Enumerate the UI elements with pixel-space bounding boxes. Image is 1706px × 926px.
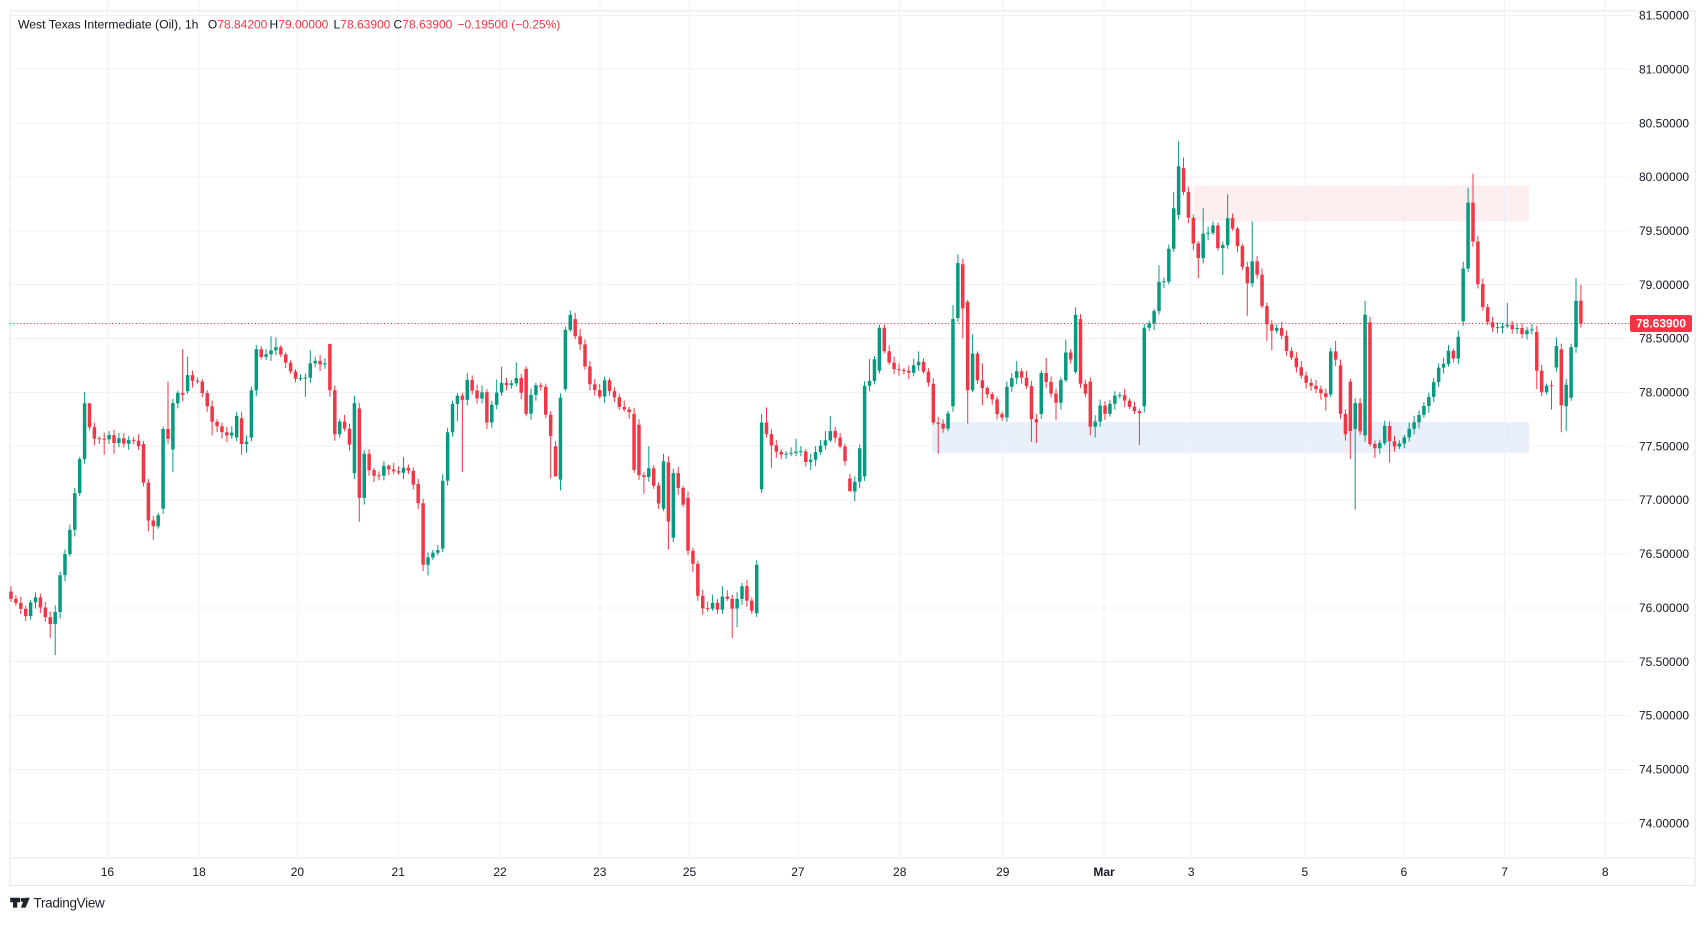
svg-text:74.50000: 74.50000 — [1639, 763, 1689, 777]
svg-text:77.50000: 77.50000 — [1639, 439, 1689, 453]
svg-text:78.63900: 78.63900 — [402, 17, 452, 31]
svg-text:79.00000: 79.00000 — [1639, 278, 1689, 292]
svg-text:27: 27 — [791, 865, 805, 879]
svg-text:21: 21 — [392, 865, 406, 879]
svg-text:20: 20 — [291, 865, 305, 879]
svg-text:74.00000: 74.00000 — [1639, 816, 1689, 830]
svg-text:H: H — [270, 17, 279, 31]
svg-text:−0.19500 (−0.25%): −0.19500 (−0.25%) — [458, 17, 561, 31]
svg-text:25: 25 — [683, 865, 697, 879]
svg-text:16: 16 — [101, 865, 115, 879]
svg-text:76.00000: 76.00000 — [1639, 601, 1689, 615]
svg-text:3: 3 — [1188, 865, 1195, 879]
svg-text:78.63900: 78.63900 — [1636, 317, 1686, 331]
svg-text:75.00000: 75.00000 — [1639, 709, 1689, 723]
svg-text:80.00000: 80.00000 — [1639, 170, 1689, 184]
svg-text:78.00000: 78.00000 — [1639, 386, 1689, 400]
svg-text:L: L — [334, 17, 341, 31]
svg-text:78.63900: 78.63900 — [340, 17, 390, 31]
svg-text:22: 22 — [493, 865, 507, 879]
svg-text:6: 6 — [1401, 865, 1408, 879]
svg-text:28: 28 — [893, 865, 907, 879]
svg-text:81.00000: 81.00000 — [1639, 63, 1689, 77]
svg-text:79.00000: 79.00000 — [278, 17, 328, 31]
svg-text:81.50000: 81.50000 — [1639, 9, 1689, 23]
svg-text:18: 18 — [192, 865, 206, 879]
svg-text:5: 5 — [1301, 865, 1308, 879]
svg-text:78.84200: 78.84200 — [217, 17, 267, 31]
svg-text:76.50000: 76.50000 — [1639, 547, 1689, 561]
svg-text:Mar: Mar — [1093, 865, 1115, 879]
svg-text:79.50000: 79.50000 — [1639, 224, 1689, 238]
svg-text:C: C — [394, 17, 403, 31]
svg-text:29: 29 — [996, 865, 1010, 879]
svg-text:8: 8 — [1602, 865, 1609, 879]
svg-text:78.50000: 78.50000 — [1639, 332, 1689, 346]
svg-text:7: 7 — [1501, 865, 1508, 879]
svg-text:80.50000: 80.50000 — [1639, 116, 1689, 130]
svg-text:TradingView: TradingView — [34, 896, 106, 911]
svg-text:75.50000: 75.50000 — [1639, 655, 1689, 669]
svg-text:77.00000: 77.00000 — [1639, 493, 1689, 507]
svg-text:O: O — [208, 17, 217, 31]
svg-text:West Texas Intermediate (Oil),: West Texas Intermediate (Oil), 1h — [18, 17, 198, 31]
svg-text:23: 23 — [593, 865, 607, 879]
